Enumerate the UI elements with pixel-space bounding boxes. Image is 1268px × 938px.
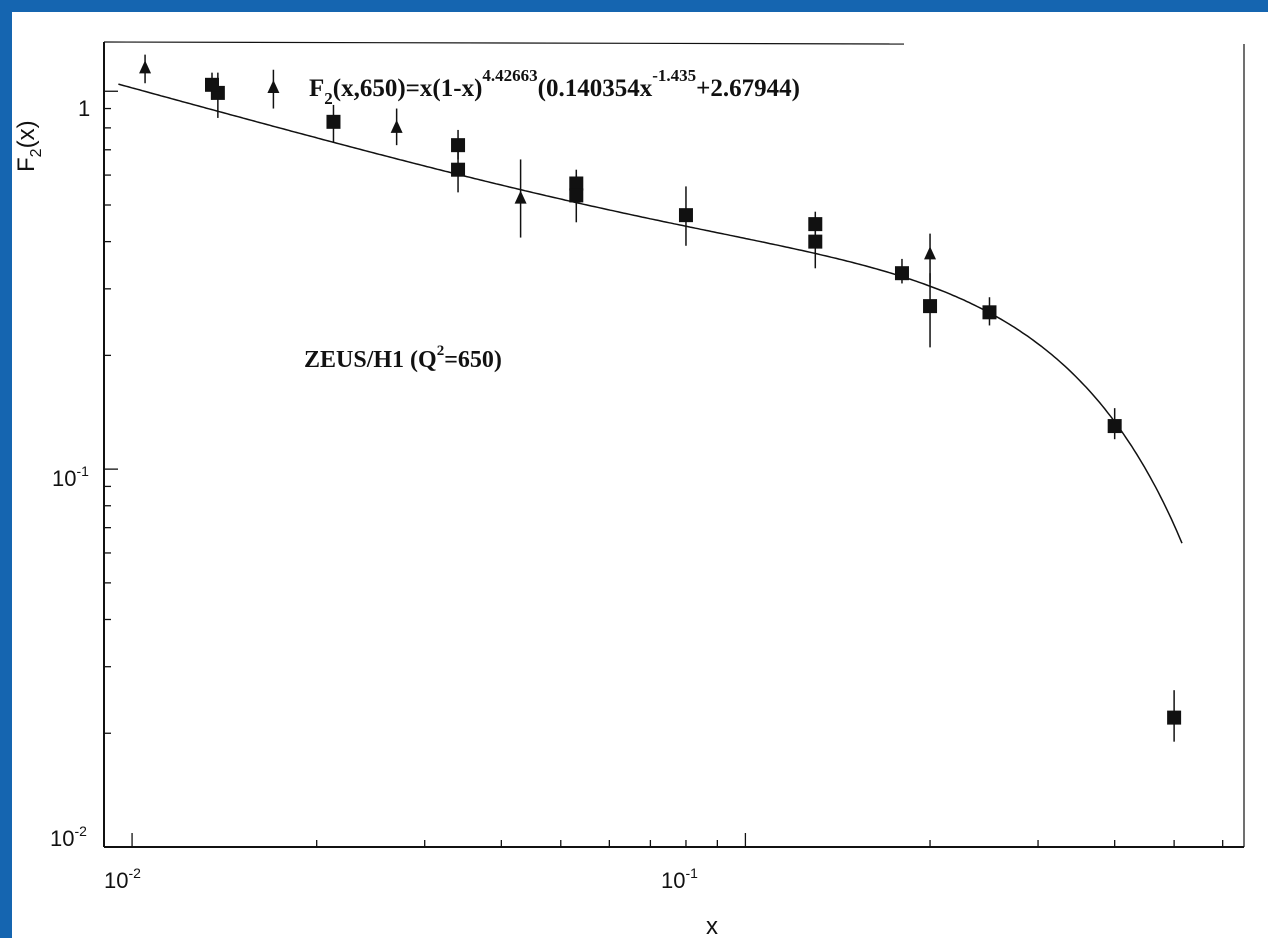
- triangle-marker: [514, 190, 527, 204]
- y-axis-label: F2(x): [13, 120, 45, 172]
- fit-curve: [118, 83, 1183, 544]
- triangle-marker: [267, 80, 280, 94]
- dataset-annotation: ZEUS/H1 (Q2=650): [304, 343, 502, 373]
- square-marker: [326, 114, 341, 129]
- slide: F2(x,650)=x(1-x)4.42663(0.140354x-1.435+…: [12, 12, 1268, 938]
- plot-frame: [103, 41, 1245, 848]
- square-marker: [894, 266, 909, 281]
- square-marker: [1167, 710, 1182, 725]
- top-border-line: [103, 41, 905, 45]
- axis-ticks: [104, 90, 1224, 848]
- square-marker: [205, 77, 220, 92]
- square-marker: [569, 188, 584, 203]
- square-marker: [808, 234, 823, 249]
- square-marker: [451, 162, 466, 177]
- y-tick-label-2: 10-2: [50, 823, 87, 851]
- square-marker: [982, 305, 997, 320]
- triangle-marker: [924, 246, 937, 260]
- data-markers: [139, 60, 1182, 725]
- square-marker: [569, 176, 584, 191]
- chart-svg: F2(x,650)=x(1-x)4.42663(0.140354x-1.435+…: [13, 41, 1245, 938]
- formula-text: F2(x,650)=x(1-x)4.42663(0.140354x-1.435+…: [309, 66, 800, 108]
- triangle-marker: [390, 119, 403, 133]
- y-tick-label-0: 1: [78, 96, 90, 121]
- x-tick-label-0: 10-2: [104, 865, 141, 893]
- square-marker: [451, 138, 466, 153]
- square-marker: [808, 217, 823, 232]
- x-axis-label: x: [706, 913, 718, 938]
- y-tick-label-1: 10-1: [52, 463, 89, 491]
- square-marker: [923, 299, 938, 314]
- square-marker: [1107, 419, 1122, 434]
- triangle-marker: [139, 60, 152, 74]
- square-marker: [678, 208, 693, 223]
- x-tick-label-1: 10-1: [661, 865, 698, 893]
- error-bars: [144, 54, 1175, 742]
